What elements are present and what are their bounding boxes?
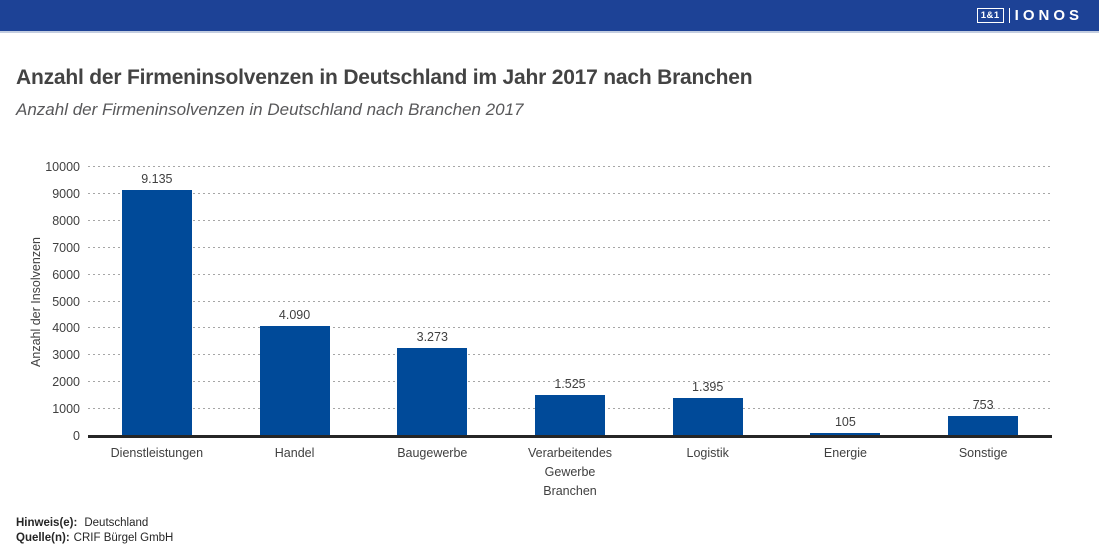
gridline bbox=[88, 219, 1052, 221]
y-tick-label: 0 bbox=[73, 429, 80, 443]
bar-value-label: 105 bbox=[834, 415, 856, 430]
plot-area: 9.135 4.090 3.273 1.525 1.395 105 753 bbox=[88, 166, 1052, 436]
y-tick-label: 5000 bbox=[52, 294, 80, 309]
x-category-labels: Dienstleistungen Handel Baugewerbe Verarbei… bbox=[88, 444, 1052, 482]
bar-slot-logistik: 1.395 bbox=[639, 167, 777, 436]
y-tick-label: 1000 bbox=[52, 402, 80, 417]
one-and-one-logo-icon: 1&1 bbox=[976, 7, 1004, 24]
bar-slot-verarbeitendes-gewerbe: 1.525 bbox=[501, 167, 639, 436]
bar-dienstleistungen: 9.135 bbox=[121, 172, 192, 436]
note-line: Hinweis(e): Deutschland bbox=[16, 516, 173, 531]
y-tick-label: 6000 bbox=[52, 267, 80, 282]
bar-slot-baugewerbe: 3.273 bbox=[363, 167, 501, 436]
y-tick-label: 4000 bbox=[52, 321, 80, 336]
bar-baugewerbe: 3.273 bbox=[397, 330, 468, 436]
source-line: Quelle(n): CRIF Bürgel GmbH bbox=[16, 531, 173, 546]
bar-value-label: 4.090 bbox=[278, 307, 311, 322]
logo-divider bbox=[1008, 8, 1010, 23]
gridline bbox=[88, 166, 1052, 167]
bar-verarbeitendes-gewerbe: 1.525 bbox=[534, 377, 605, 436]
page-subtitle: Anzahl der Firmeninsolvenzen in Deutschl… bbox=[16, 100, 524, 119]
note-value: Deutschland bbox=[84, 517, 149, 529]
bar-value-label: 1.525 bbox=[554, 376, 586, 391]
gridline bbox=[88, 273, 1052, 275]
y-tick-label: 10000 bbox=[45, 160, 80, 174]
source-label: Quelle(n): bbox=[16, 532, 70, 544]
x-category-label: Baugewerbe bbox=[397, 446, 468, 460]
bar-energie: 105 bbox=[810, 415, 881, 436]
bar-value-label: 9.135 bbox=[141, 172, 173, 187]
insolvency-bar-chart: Anzahl der Insolvenzen 0 1000 2000 3000 4000… bbox=[0, 160, 1099, 498]
x-axis-line bbox=[88, 435, 1052, 438]
x-category-label: Verarbeitendes Gewerbe bbox=[527, 446, 613, 479]
x-category-label: Energie bbox=[823, 446, 867, 460]
bar-logistik: 1.395 bbox=[672, 380, 743, 436]
ionos-logo[interactable]: 1&1 IONOS bbox=[976, 7, 1083, 24]
header-bar: 1&1 IONOS bbox=[0, 0, 1099, 33]
bar-value-label: 3.273 bbox=[416, 329, 448, 344]
x-category-label: Sonstige bbox=[958, 446, 1008, 460]
bar-sonstige: 753 bbox=[948, 398, 1019, 436]
gridline bbox=[88, 300, 1052, 302]
y-tick-label: 7000 bbox=[52, 240, 80, 255]
ionos-logo-text: IONOS bbox=[1014, 7, 1083, 24]
y-tick-label: 2000 bbox=[52, 375, 80, 390]
bar-slot-handel: 4.090 bbox=[226, 167, 364, 436]
gridline bbox=[88, 354, 1052, 356]
bar-slot-sonstige: 753 bbox=[914, 167, 1052, 436]
y-tick-label: 3000 bbox=[52, 348, 80, 363]
y-axis-tick-labels: 0 1000 2000 3000 4000 5000 6000 7000 8000 9000 100… bbox=[0, 160, 80, 443]
x-category-label: Dienstleistungen bbox=[110, 446, 204, 460]
y-tick-label: 8000 bbox=[52, 213, 80, 228]
bar-value-label: 753 bbox=[972, 397, 994, 412]
x-axis-title: Branchen bbox=[543, 484, 597, 498]
gridline bbox=[88, 192, 1052, 194]
source-value: CRIF Bürgel GmbH bbox=[73, 532, 174, 544]
y-tick-label: 9000 bbox=[52, 186, 80, 201]
bar-slot-energie: 105 bbox=[777, 167, 915, 436]
note-label: Hinweis(e): bbox=[16, 517, 78, 529]
page-title: Anzahl der Firmeninsolvenzen in Deutschl… bbox=[16, 66, 753, 89]
gridline bbox=[88, 246, 1052, 248]
bar-value-label: 1.395 bbox=[692, 380, 724, 395]
gridline bbox=[88, 327, 1052, 329]
x-category-label: Logistik bbox=[686, 446, 729, 460]
footer-notes: Hinweis(e): Deutschland Quelle(n): CRIF Bü… bbox=[16, 516, 173, 546]
bar-handel: 4.090 bbox=[259, 308, 330, 436]
x-category-label: Handel bbox=[274, 446, 315, 460]
bar-slot-dienstleistungen: 9.135 bbox=[88, 167, 226, 436]
gridline bbox=[88, 381, 1052, 383]
